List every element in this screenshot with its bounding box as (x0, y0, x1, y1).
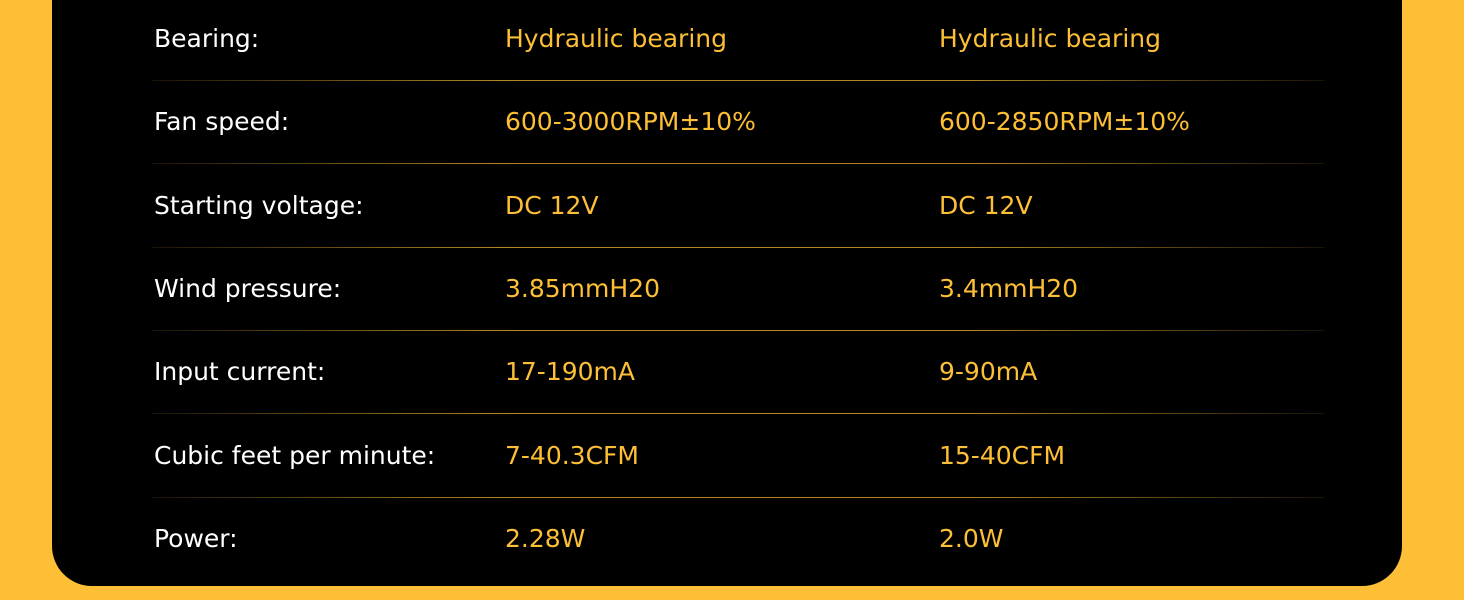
row-separator (152, 163, 1324, 165)
spec-value: 600-2850RPM±10% (939, 107, 1190, 137)
spec-value: 3.85mmH20 (505, 273, 660, 303)
row-separator (152, 496, 1324, 498)
spec-row: Wind pressure: 3.85mmH20 3.4mmH20 (152, 248, 1324, 331)
spec-value: 2.0W (939, 523, 1004, 553)
spec-label: Input current: (154, 357, 326, 387)
spec-label: Power: (154, 523, 238, 553)
spec-label: Wind pressure: (154, 273, 342, 303)
spec-label: Fan speed: (154, 107, 290, 137)
spec-value: Hydraulic bearing (939, 24, 1161, 53)
spec-value: 2.28W (505, 523, 586, 553)
spec-label: Bearing: (154, 24, 260, 53)
spec-row: Power: 2.28W 2.0W (152, 498, 1324, 581)
spec-value: DC 12V (939, 190, 1033, 220)
spec-row: Bearing: Hydraulic bearing Hydraulic beari… (152, 0, 1324, 81)
spec-value: 15-40CFM (939, 440, 1066, 470)
row-separator (152, 80, 1324, 81)
spec-row: Input current: 17-190mA 9-90mA (152, 331, 1324, 415)
spec-row: Cubic feet per minute: 7-40.3CFM 15-40CFM (152, 415, 1324, 498)
spec-value: 7-40.3CFM (505, 440, 639, 470)
spec-value: DC 12V (505, 190, 599, 220)
spec-row: Starting voltage: DC 12V DC 12V (152, 165, 1324, 248)
spec-value: Hydraulic bearing (505, 24, 727, 53)
spec-value: 3.4mmH20 (939, 273, 1079, 303)
spec-label: Cubic feet per minute: (154, 440, 436, 470)
spec-value: 17-190mA (505, 357, 636, 387)
row-separator (152, 246, 1324, 248)
row-separator (152, 413, 1324, 415)
spec-value: 600-3000RPM±10% (505, 107, 756, 137)
spec-row: Fan speed: 600-3000RPM±10% 600-2850RPM±10% (152, 81, 1324, 165)
spec-label: Starting voltage: (154, 190, 364, 220)
spec-value: 9-90mA (939, 357, 1038, 387)
spec-panel: Bearing: Hydraulic bearing Hydraulic beari… (52, 0, 1402, 586)
row-separator (152, 329, 1324, 331)
